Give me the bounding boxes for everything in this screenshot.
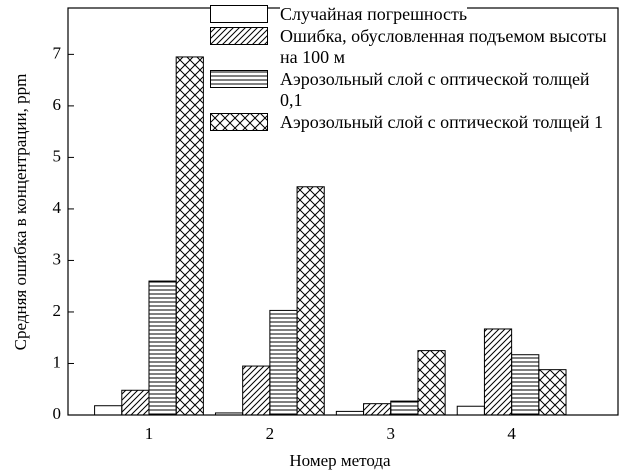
y-tick-label: 5 (53, 146, 62, 165)
bar (417, 350, 446, 416)
bar (94, 405, 123, 416)
bar (121, 389, 150, 416)
x-tick-label: 3 (386, 424, 395, 443)
bar (363, 403, 392, 416)
legend-swatch (210, 5, 268, 23)
y-axis-label: Средняя ошибка в концентрации, ppm (11, 74, 30, 351)
legend-item: Ошибка, обусловленная подъемом высоты на… (210, 26, 615, 68)
bar (538, 369, 567, 416)
legend-swatch (210, 113, 268, 131)
y-tick-label: 1 (53, 352, 62, 371)
y-tick-label: 0 (53, 404, 62, 423)
bar (483, 328, 513, 416)
y-tick-label: 3 (53, 249, 62, 268)
y-tick-label: 2 (53, 301, 62, 320)
bar (456, 405, 485, 416)
legend-swatch-fill (210, 70, 268, 88)
legend-item: Случайная погрешность (210, 4, 615, 25)
y-tick-label: 7 (53, 43, 62, 62)
legend-label: Случайная погрешность (280, 4, 468, 25)
bar (269, 309, 298, 416)
legend-swatch-fill (210, 113, 268, 131)
x-tick-label: 1 (145, 424, 154, 443)
x-axis-label: Номер метода (289, 451, 391, 470)
bar (175, 56, 204, 416)
legend-swatch-fill (210, 27, 268, 45)
legend-item: Аэрозольный слой с оптической толщей 1 (210, 112, 615, 133)
legend-swatch-fill (210, 5, 268, 23)
legend: Случайная погрешность Ошибка, обусловленн… (210, 4, 615, 134)
x-tick-label: 2 (266, 424, 275, 443)
legend-item: Аэрозольный слой с оптической толщей 0,1 (210, 69, 615, 111)
y-tick-label: 6 (53, 95, 62, 114)
x-tick-label: 4 (507, 424, 516, 443)
legend-swatch (210, 27, 268, 45)
bar (148, 280, 177, 416)
bar (242, 365, 271, 416)
legend-label: Аэрозольный слой с оптической толщей 1 (280, 112, 604, 133)
bar (296, 186, 325, 416)
bar (390, 400, 419, 416)
legend-label: Аэрозольный слой с оптической толщей 0,1 (280, 69, 615, 111)
legend-swatch (210, 70, 268, 88)
y-tick-label: 4 (53, 198, 62, 217)
bar (511, 354, 540, 416)
legend-label: Ошибка, обусловленная подъемом высоты на… (280, 26, 615, 68)
